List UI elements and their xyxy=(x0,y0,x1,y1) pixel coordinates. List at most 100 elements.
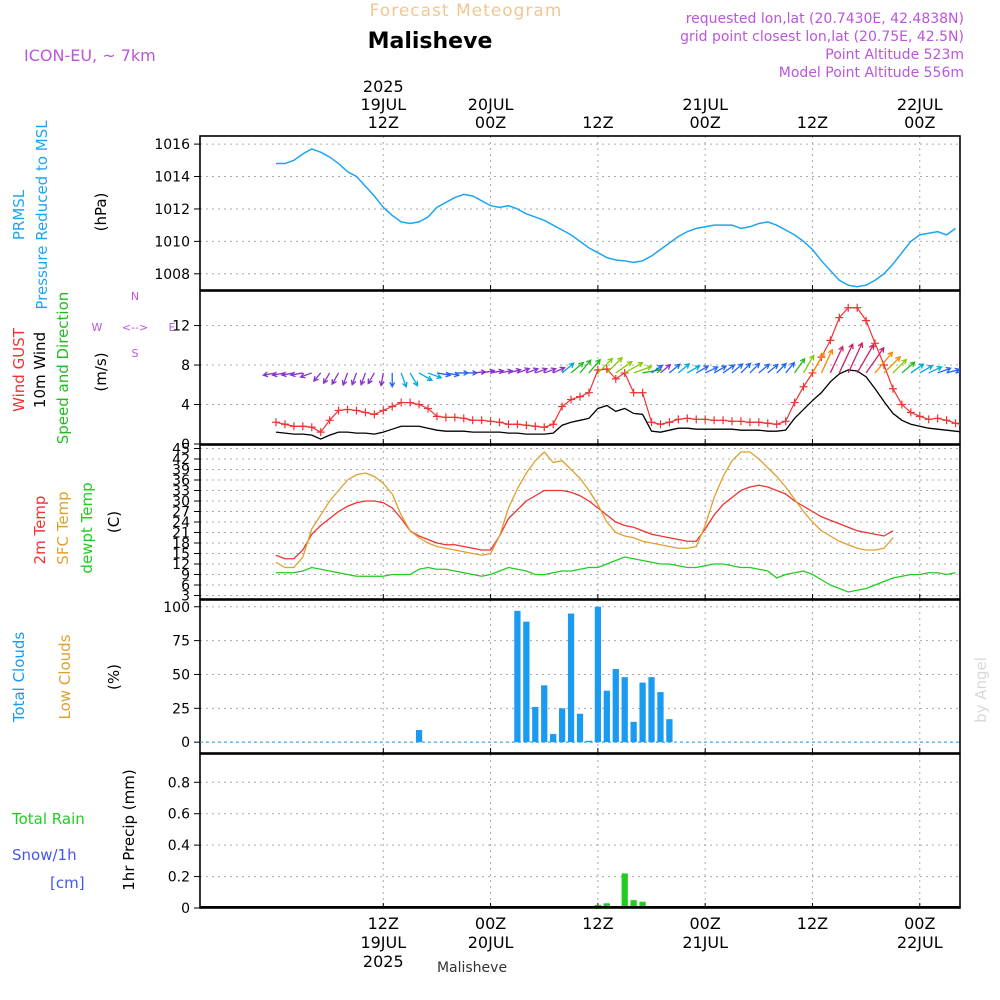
time-label-top: 22JUL xyxy=(897,95,943,114)
gust-marker xyxy=(424,404,432,413)
y-tick-label: 0.2 xyxy=(168,870,190,886)
panel-frame xyxy=(199,290,961,445)
gust-marker xyxy=(334,406,343,415)
wind-direction-arrow xyxy=(776,362,787,374)
wind-labels: Wind GUST 10m Wind Speed and Direction (… xyxy=(10,290,176,444)
cloud-bar xyxy=(576,713,584,743)
gust-marker xyxy=(772,420,781,429)
gust-marker xyxy=(352,406,361,415)
cloud-bar xyxy=(415,729,423,743)
time-label-bottom: 12Z xyxy=(582,914,613,933)
gust-marker xyxy=(835,313,844,322)
gust-marker xyxy=(343,405,352,414)
location-title: Malisheve xyxy=(368,29,493,54)
time-label-bottom: 12Z xyxy=(368,914,399,933)
gust-marker xyxy=(316,428,325,437)
time-label-bottom: 22JUL xyxy=(897,933,943,952)
wind-direction-arrow xyxy=(686,365,701,374)
gust-marker xyxy=(388,402,397,411)
wind-direction-arrow xyxy=(785,361,796,374)
model-altitude: Model Point Altitude 556m xyxy=(779,65,964,81)
wind-direction-arrow xyxy=(579,359,592,374)
wind-direction-arrow xyxy=(280,371,294,378)
gust-marker xyxy=(558,402,567,411)
wind-line xyxy=(275,369,960,440)
gust-marker xyxy=(888,384,897,393)
time-label-top: 00Z xyxy=(690,113,721,132)
gust-marker xyxy=(862,316,871,325)
time-label-top: 12Z xyxy=(368,113,399,132)
gust-marker xyxy=(978,413,986,421)
gust-marker xyxy=(710,416,719,425)
wind-direction-arrow xyxy=(378,372,385,387)
gust-marker xyxy=(415,400,424,409)
wind-direction-arrow xyxy=(838,342,854,374)
wind-direction-arrow xyxy=(418,372,434,381)
wind-direction-arrow xyxy=(341,372,349,387)
gust-marker xyxy=(826,336,835,345)
total-clouds-label: Total Clouds xyxy=(10,632,28,724)
y-tick-label: 1016 xyxy=(154,137,190,153)
y-tick-label: 42 xyxy=(172,452,190,468)
compass-e: E xyxy=(169,321,176,334)
wind-direction-arrow xyxy=(794,357,806,374)
y-tick-label: 8 xyxy=(181,358,190,374)
wind-direction-arrow xyxy=(331,372,340,386)
gust-marker xyxy=(477,416,486,425)
gust-marker xyxy=(468,416,477,425)
gust-line xyxy=(275,307,960,433)
wind-direction-arrow xyxy=(552,366,566,374)
gust-marker xyxy=(307,423,316,432)
wind-direction-arrow xyxy=(526,367,540,374)
y-tick-label: 15 xyxy=(172,547,190,563)
gust-marker xyxy=(692,415,701,424)
wind-direction-arrow xyxy=(633,365,653,374)
gust-marker xyxy=(567,395,576,404)
y-tick-label: 1010 xyxy=(154,234,190,250)
gust-marker xyxy=(298,422,307,431)
y-tick-label: 4 xyxy=(181,398,190,414)
time-label-bottom: 19JUL xyxy=(360,933,406,952)
panel-precip xyxy=(200,873,960,908)
wind-direction-arrow xyxy=(937,366,952,374)
time-label-bottom: 2025 xyxy=(363,952,404,971)
y-tick-label: 18 xyxy=(172,536,190,552)
product-title: Forecast Meteogram xyxy=(370,1,563,21)
low-clouds-label: Low Clouds xyxy=(56,634,74,719)
y-tick-label: 30 xyxy=(172,494,190,510)
cloud-bar xyxy=(541,685,548,743)
cloud-bar xyxy=(621,677,628,743)
gust-marker xyxy=(763,419,772,428)
time-label-bottom: 21JUL xyxy=(682,933,728,952)
gust-marker xyxy=(906,408,915,417)
panel-frame xyxy=(199,753,961,909)
pressure-labels: PRMSL Pressure Reduced to MSL (hPa) xyxy=(10,120,110,310)
time-label-bottom: 00Z xyxy=(475,914,506,933)
time-label-top: 19JUL xyxy=(360,95,406,114)
wind-unit: (m/s) xyxy=(92,352,110,391)
time-label-top: 00Z xyxy=(475,113,506,132)
wind-direction-arrow xyxy=(271,371,286,378)
rain-bar xyxy=(603,903,610,908)
panel-wind xyxy=(262,303,986,440)
speed-dir-label: Speed and Direction xyxy=(54,292,72,445)
time-label-top: 12Z xyxy=(797,113,828,132)
wind-direction-arrow xyxy=(919,364,934,374)
pressure-line xyxy=(276,148,956,288)
cloud-bar xyxy=(612,669,619,743)
wind-direction-arrow xyxy=(677,362,691,374)
gust-marker xyxy=(745,418,754,427)
gust-marker xyxy=(540,423,549,432)
gust-marker xyxy=(531,422,540,431)
wind-direction-arrow xyxy=(389,372,396,389)
gust-marker xyxy=(871,339,880,348)
cloud-bar xyxy=(585,740,593,743)
gust-marker xyxy=(370,410,379,419)
y-tick-label: 75 xyxy=(172,634,190,650)
compass-s: S xyxy=(132,347,139,360)
wind-direction-arrow xyxy=(713,365,728,374)
y-tick-label: 24 xyxy=(172,515,190,531)
wind-direction-arrow xyxy=(811,351,825,374)
cloud-bar xyxy=(523,621,530,743)
time-label-top: 21JUL xyxy=(682,95,728,114)
